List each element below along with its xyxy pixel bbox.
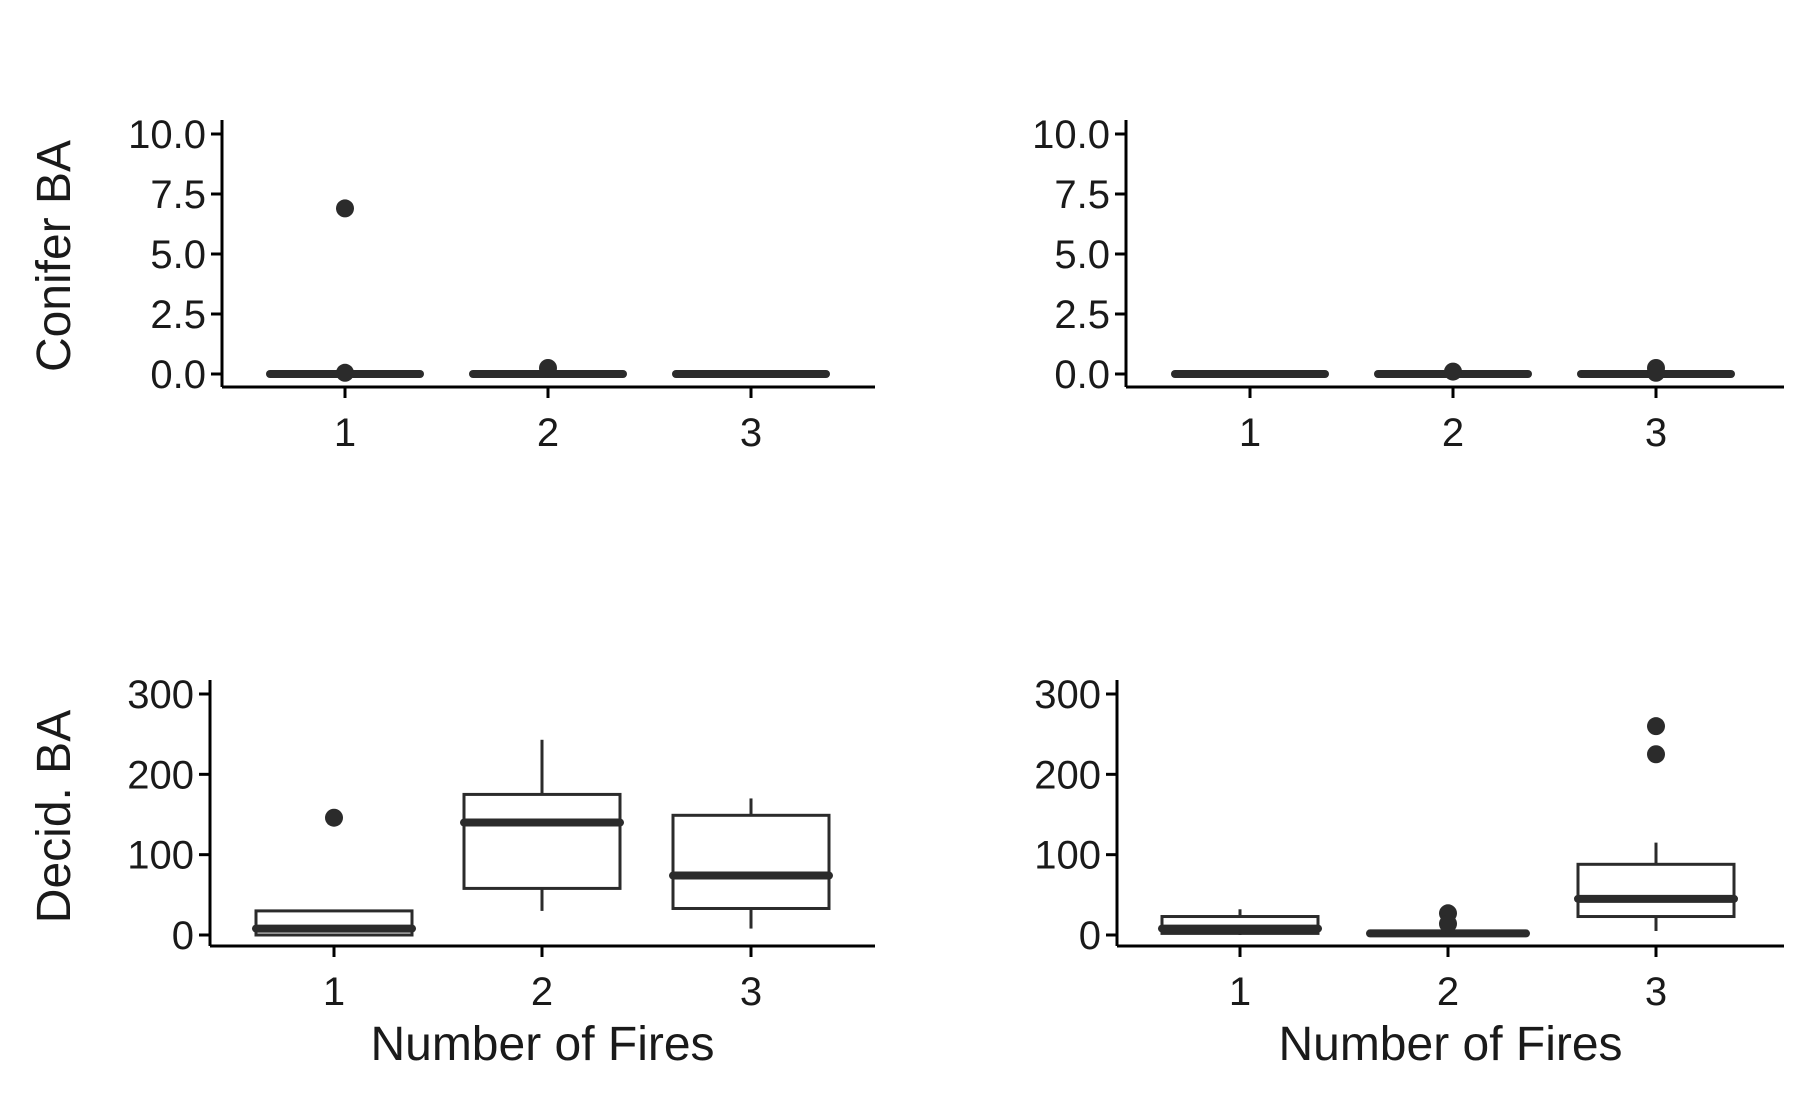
outlier-point bbox=[1444, 362, 1462, 381]
x-axis-title: Number of Fires bbox=[1278, 1018, 1622, 1071]
y-tick-label: 300 bbox=[1034, 673, 1101, 717]
y-tick-label: 200 bbox=[1034, 753, 1101, 797]
box-category-2 bbox=[1374, 362, 1532, 381]
box-category-1 bbox=[266, 199, 424, 382]
iqr-box bbox=[671, 813, 831, 910]
iqr-box bbox=[462, 792, 622, 890]
x-tick-label: 3 bbox=[1645, 411, 1667, 455]
y-axis-title: Conifer BA bbox=[28, 140, 81, 372]
box-category-3 bbox=[672, 370, 830, 378]
outlier-point bbox=[336, 199, 354, 218]
y-tick-label: 100 bbox=[1034, 834, 1101, 878]
x-tick-label: 3 bbox=[740, 411, 762, 455]
x-tick-label: 1 bbox=[1229, 970, 1251, 1014]
box-category-3 bbox=[1574, 717, 1738, 931]
y-tick-label: 5.0 bbox=[150, 233, 206, 277]
chart-panel-bottom-right: 0 100 200 300 1 2 3 Number of Fires bbox=[1034, 673, 1784, 1071]
outlier-point bbox=[1647, 363, 1665, 382]
y-tick-label: 2.5 bbox=[150, 293, 206, 337]
box-category-1 bbox=[252, 808, 416, 937]
box-category-1 bbox=[1171, 370, 1329, 378]
outlier-point bbox=[336, 363, 354, 382]
box-category-3 bbox=[669, 798, 833, 929]
x-tick-label: 3 bbox=[740, 970, 762, 1014]
y-tick-label: 5.0 bbox=[1054, 233, 1110, 277]
y-tick-label: 300 bbox=[127, 673, 194, 717]
outlier-point bbox=[1647, 745, 1665, 764]
x-tick-label: 2 bbox=[1437, 970, 1459, 1014]
x-tick-label: 2 bbox=[531, 970, 553, 1014]
x-tick-label: 1 bbox=[323, 970, 345, 1014]
box-category-2 bbox=[469, 359, 627, 378]
y-tick-label: 10.0 bbox=[1032, 113, 1110, 157]
y-tick-label: 100 bbox=[127, 834, 194, 878]
y-tick-label: 0.0 bbox=[1054, 353, 1110, 397]
outlier-point bbox=[325, 808, 343, 827]
iqr-box bbox=[1576, 862, 1736, 919]
outlier-point bbox=[1439, 914, 1457, 933]
y-tick-label: 200 bbox=[127, 753, 194, 797]
x-tick-label: 2 bbox=[1442, 411, 1464, 455]
chart-panel-top-right: 0.0 2.5 5.0 7.5 10.0 1 2 3 bbox=[1032, 113, 1784, 455]
chart-panel-top-left: 0.0 2.5 5.0 7.5 10.0 1 2 3 Conifer BA bbox=[28, 113, 875, 455]
outlier-point bbox=[1647, 717, 1665, 736]
x-tick-label: 2 bbox=[537, 411, 559, 455]
box-category-1 bbox=[1158, 909, 1322, 935]
x-tick-label: 1 bbox=[334, 411, 356, 455]
y-tick-label: 7.5 bbox=[1054, 173, 1110, 217]
y-tick-label: 0 bbox=[1079, 914, 1101, 958]
y-axis-title: Decid. BA bbox=[28, 710, 81, 923]
box-category-3 bbox=[1577, 359, 1735, 382]
x-axis-title: Number of Fires bbox=[370, 1018, 714, 1071]
box-category-2 bbox=[460, 739, 624, 911]
y-tick-label: 0.0 bbox=[150, 353, 206, 397]
outlier-point bbox=[539, 359, 557, 377]
box-category-2 bbox=[1366, 904, 1530, 938]
y-tick-label: 2.5 bbox=[1054, 293, 1110, 337]
y-tick-label: 7.5 bbox=[150, 173, 206, 217]
x-tick-label: 3 bbox=[1645, 970, 1667, 1014]
y-tick-label: 0 bbox=[172, 914, 194, 958]
y-tick-label: 10.0 bbox=[128, 113, 206, 157]
x-tick-label: 1 bbox=[1239, 411, 1261, 455]
chart-panel-bottom-left: 0 100 200 300 1 2 3 Decid. BA Number of Fires bbox=[28, 673, 875, 1071]
